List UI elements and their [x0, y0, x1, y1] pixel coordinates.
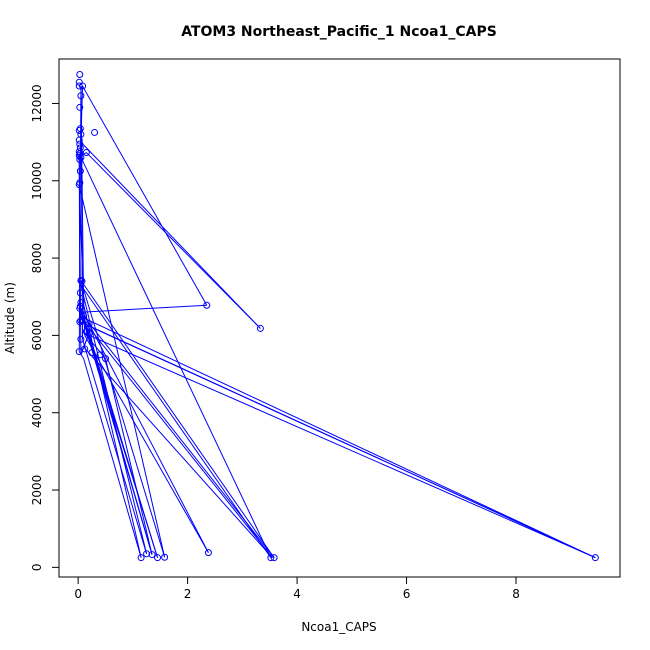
data-point: [267, 554, 275, 562]
data-point: [88, 349, 96, 357]
data-point: [148, 551, 156, 559]
data-point: [91, 128, 99, 136]
series-line-segment: [83, 315, 275, 558]
data-point: [75, 82, 83, 90]
y-tick-label: 6000: [30, 320, 44, 351]
data-point: [203, 301, 211, 309]
y-tick-label: 10000: [30, 162, 44, 200]
series-line-segment: [80, 312, 153, 555]
series-line-segment: [82, 339, 148, 554]
series-line-segment: [78, 184, 166, 558]
series-line-segment: [80, 304, 207, 313]
series-line-segment: [83, 346, 273, 559]
series-line-segment: [84, 323, 596, 559]
series-points: [75, 70, 599, 562]
data-point: [75, 348, 83, 356]
data-point: [204, 549, 212, 557]
data-point: [81, 345, 89, 353]
y-tick-label: 2000: [30, 475, 44, 506]
data-point: [591, 554, 599, 562]
data-point: [77, 92, 85, 100]
data-point: [75, 152, 83, 160]
data-point: [161, 553, 169, 561]
data-point: [76, 70, 84, 78]
data-point: [77, 317, 85, 325]
data-point: [76, 318, 84, 326]
data-point: [85, 329, 93, 337]
series-line-segment: [83, 358, 142, 558]
data-point: [75, 127, 83, 135]
data-point: [77, 277, 85, 285]
y-tick-label: 8000: [30, 243, 44, 274]
series-line-segment: [80, 280, 166, 558]
x-tick-label: 6: [403, 587, 411, 601]
data-point: [76, 304, 84, 312]
chart-title: ATOM3 Northeast_Pacific_1 Ncoa1_CAPS: [181, 24, 497, 40]
data-point: [137, 554, 145, 562]
data-point: [76, 103, 84, 111]
data-point: [75, 136, 83, 144]
series-line-segment: [86, 152, 261, 329]
series-line-segment: [78, 351, 85, 359]
y-tick-label: 0: [30, 564, 44, 572]
data-point: [102, 355, 110, 363]
data-point: [76, 167, 84, 175]
series-line-segment: [80, 141, 261, 329]
series-line-segment: [84, 333, 596, 559]
plot-frame: [58, 58, 621, 578]
data-point: [85, 320, 93, 328]
series-line-segment: [83, 333, 90, 348]
x-tick-label: 8: [512, 587, 520, 601]
data-point: [78, 277, 86, 285]
data-point: [76, 140, 84, 148]
y-tick-label: 12000: [30, 84, 44, 122]
y-axis: 0 2000 4000 6000 8000 10000 12000: [30, 84, 59, 571]
data-point: [96, 351, 104, 359]
series-line-segment: [80, 280, 275, 558]
x-axis: 0 2 4 6 8: [74, 577, 520, 601]
series-line-segment: [80, 308, 209, 553]
x-axis-label: Ncoa1_CAPS: [301, 620, 376, 634]
series-line-segment: [82, 85, 208, 306]
series-line-segment: [79, 315, 273, 558]
series-line-segment: [84, 333, 106, 359]
data-point: [256, 324, 264, 332]
y-tick-label: 4000: [30, 397, 44, 428]
x-tick-label: 0: [74, 587, 82, 601]
series-line-segment: [78, 157, 82, 355]
data-point: [75, 181, 83, 189]
data-point: [76, 156, 84, 164]
x-tick-label: 4: [293, 587, 301, 601]
data-point: [77, 335, 85, 343]
data-point: [154, 554, 162, 562]
data-point: [79, 82, 87, 90]
data-point: [76, 289, 84, 297]
series-line-segment: [105, 358, 153, 555]
y-axis-label: Altitude (m): [3, 282, 17, 354]
series-line-segment: [78, 153, 272, 558]
data-point: [82, 149, 90, 157]
data-point: [270, 554, 278, 562]
x-tick-label: 2: [184, 587, 192, 601]
series-line-segment: [83, 315, 158, 558]
series-line-segment: [79, 315, 596, 559]
